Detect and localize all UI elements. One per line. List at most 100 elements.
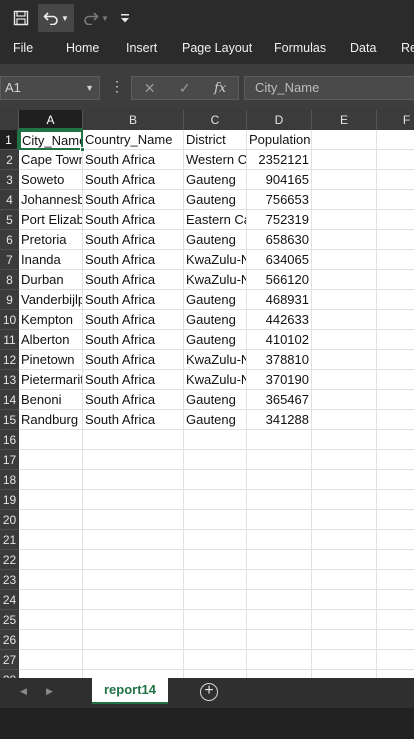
cell-d17[interactable] bbox=[247, 450, 312, 470]
cell-b1[interactable]: Country_Name bbox=[83, 130, 184, 150]
cell-a13[interactable]: Pietermaritzburg bbox=[19, 370, 83, 390]
cell-a22[interactable] bbox=[19, 550, 83, 570]
cell-d5[interactable]: 752319 bbox=[247, 210, 312, 230]
cell-a15[interactable]: Randburg bbox=[19, 410, 83, 430]
row-header-18[interactable]: 18 bbox=[0, 470, 19, 490]
cell-c18[interactable] bbox=[184, 470, 247, 490]
column-header-c[interactable]: C bbox=[184, 110, 247, 130]
row-header-15[interactable]: 15 bbox=[0, 410, 19, 430]
cell-c8[interactable]: KwaZulu-Natal bbox=[184, 270, 247, 290]
cell-b15[interactable]: South Africa bbox=[83, 410, 184, 430]
cell-d26[interactable] bbox=[247, 630, 312, 650]
cell-f17[interactable] bbox=[377, 450, 414, 470]
tab-data[interactable]: Data bbox=[350, 41, 377, 55]
cell-c28[interactable] bbox=[184, 670, 247, 678]
row-header-6[interactable]: 6 bbox=[0, 230, 19, 250]
cell-a11[interactable]: Alberton bbox=[19, 330, 83, 350]
cell-d13[interactable]: 370190 bbox=[247, 370, 312, 390]
cell-d15[interactable]: 341288 bbox=[247, 410, 312, 430]
cell-e10[interactable] bbox=[312, 310, 377, 330]
tab-home[interactable]: Home bbox=[66, 41, 100, 55]
column-header-b[interactable]: B bbox=[83, 110, 184, 130]
cell-b14[interactable]: South Africa bbox=[83, 390, 184, 410]
cell-e13[interactable] bbox=[312, 370, 377, 390]
row-header-5[interactable]: 5 bbox=[0, 210, 19, 230]
cell-b7[interactable]: South Africa bbox=[83, 250, 184, 270]
sheet-tab-report14[interactable]: report14 bbox=[92, 678, 168, 704]
cell-b3[interactable]: South Africa bbox=[83, 170, 184, 190]
row-header-16[interactable]: 16 bbox=[0, 430, 19, 450]
cell-e4[interactable] bbox=[312, 190, 377, 210]
cell-c25[interactable] bbox=[184, 610, 247, 630]
cell-e11[interactable] bbox=[312, 330, 377, 350]
cell-e3[interactable] bbox=[312, 170, 377, 190]
row-header-22[interactable]: 22 bbox=[0, 550, 19, 570]
spreadsheet-grid[interactable]: A B C D E F 1 City_Name Country_Name District Popu… bbox=[0, 110, 414, 678]
cell-f11[interactable] bbox=[377, 330, 414, 350]
cell-c20[interactable] bbox=[184, 510, 247, 530]
cell-c13[interactable]: KwaZulu-Natal bbox=[184, 370, 247, 390]
tab-file[interactable]: File bbox=[13, 41, 34, 55]
cell-a2[interactable]: Cape Town bbox=[19, 150, 83, 170]
cell-f28[interactable] bbox=[377, 670, 414, 678]
cell-f7[interactable] bbox=[377, 250, 414, 270]
cell-c2[interactable]: Western Cape bbox=[184, 150, 247, 170]
cell-e1[interactable] bbox=[312, 130, 377, 150]
cell-f5[interactable] bbox=[377, 210, 414, 230]
cell-f1[interactable] bbox=[377, 130, 414, 150]
cell-b17[interactable] bbox=[83, 450, 184, 470]
cell-e23[interactable] bbox=[312, 570, 377, 590]
cell-b26[interactable] bbox=[83, 630, 184, 650]
cell-b23[interactable] bbox=[83, 570, 184, 590]
cell-f24[interactable] bbox=[377, 590, 414, 610]
cell-d16[interactable] bbox=[247, 430, 312, 450]
cell-d28[interactable] bbox=[247, 670, 312, 678]
cell-a17[interactable] bbox=[19, 450, 83, 470]
cell-b22[interactable] bbox=[83, 550, 184, 570]
enter-icon[interactable]: ✓ bbox=[178, 79, 191, 96]
cell-c11[interactable]: Gauteng bbox=[184, 330, 247, 350]
cell-b16[interactable] bbox=[83, 430, 184, 450]
row-header-21[interactable]: 21 bbox=[0, 530, 19, 550]
cell-b10[interactable]: South Africa bbox=[83, 310, 184, 330]
cell-e22[interactable] bbox=[312, 550, 377, 570]
column-header-e[interactable]: E bbox=[312, 110, 377, 130]
scroll-sheets-left-icon[interactable]: ◀ bbox=[20, 686, 27, 696]
cell-a28[interactable] bbox=[19, 670, 83, 678]
cell-f22[interactable] bbox=[377, 550, 414, 570]
cell-d21[interactable] bbox=[247, 530, 312, 550]
cell-c26[interactable] bbox=[184, 630, 247, 650]
scroll-sheets-right-icon[interactable]: ▶ bbox=[46, 686, 53, 696]
row-header-11[interactable]: 11 bbox=[0, 330, 19, 350]
cell-c27[interactable] bbox=[184, 650, 247, 670]
tab-page-layout[interactable]: Page Layout bbox=[182, 41, 253, 55]
cell-f15[interactable] bbox=[377, 410, 414, 430]
name-box[interactable]: A1 ▼ bbox=[0, 76, 100, 100]
row-header-9[interactable]: 9 bbox=[0, 290, 19, 310]
cell-a10[interactable]: Kempton bbox=[19, 310, 83, 330]
cell-e21[interactable] bbox=[312, 530, 377, 550]
cell-c1[interactable]: District bbox=[184, 130, 247, 150]
cell-d8[interactable]: 566120 bbox=[247, 270, 312, 290]
cell-c10[interactable]: Gauteng bbox=[184, 310, 247, 330]
row-header-19[interactable]: 19 bbox=[0, 490, 19, 510]
column-header-a[interactable]: A bbox=[19, 110, 83, 130]
cell-b8[interactable]: South Africa bbox=[83, 270, 184, 290]
cell-b19[interactable] bbox=[83, 490, 184, 510]
cell-a5[interactable]: Port Elizabeth bbox=[19, 210, 83, 230]
row-header-8[interactable]: 8 bbox=[0, 270, 19, 290]
cell-f6[interactable] bbox=[377, 230, 414, 250]
fill-handle[interactable] bbox=[80, 147, 85, 152]
row-header-1[interactable]: 1 bbox=[0, 130, 19, 150]
customize-toolbar-button[interactable] bbox=[116, 4, 134, 32]
cell-e26[interactable] bbox=[312, 630, 377, 650]
cell-e20[interactable] bbox=[312, 510, 377, 530]
more-options-icon[interactable]: ⋮ bbox=[110, 78, 124, 94]
row-header-4[interactable]: 4 bbox=[0, 190, 19, 210]
cell-d22[interactable] bbox=[247, 550, 312, 570]
cell-f8[interactable] bbox=[377, 270, 414, 290]
cell-a18[interactable] bbox=[19, 470, 83, 490]
cell-d25[interactable] bbox=[247, 610, 312, 630]
row-header-7[interactable]: 7 bbox=[0, 250, 19, 270]
undo-button[interactable]: ▼ bbox=[38, 4, 74, 32]
